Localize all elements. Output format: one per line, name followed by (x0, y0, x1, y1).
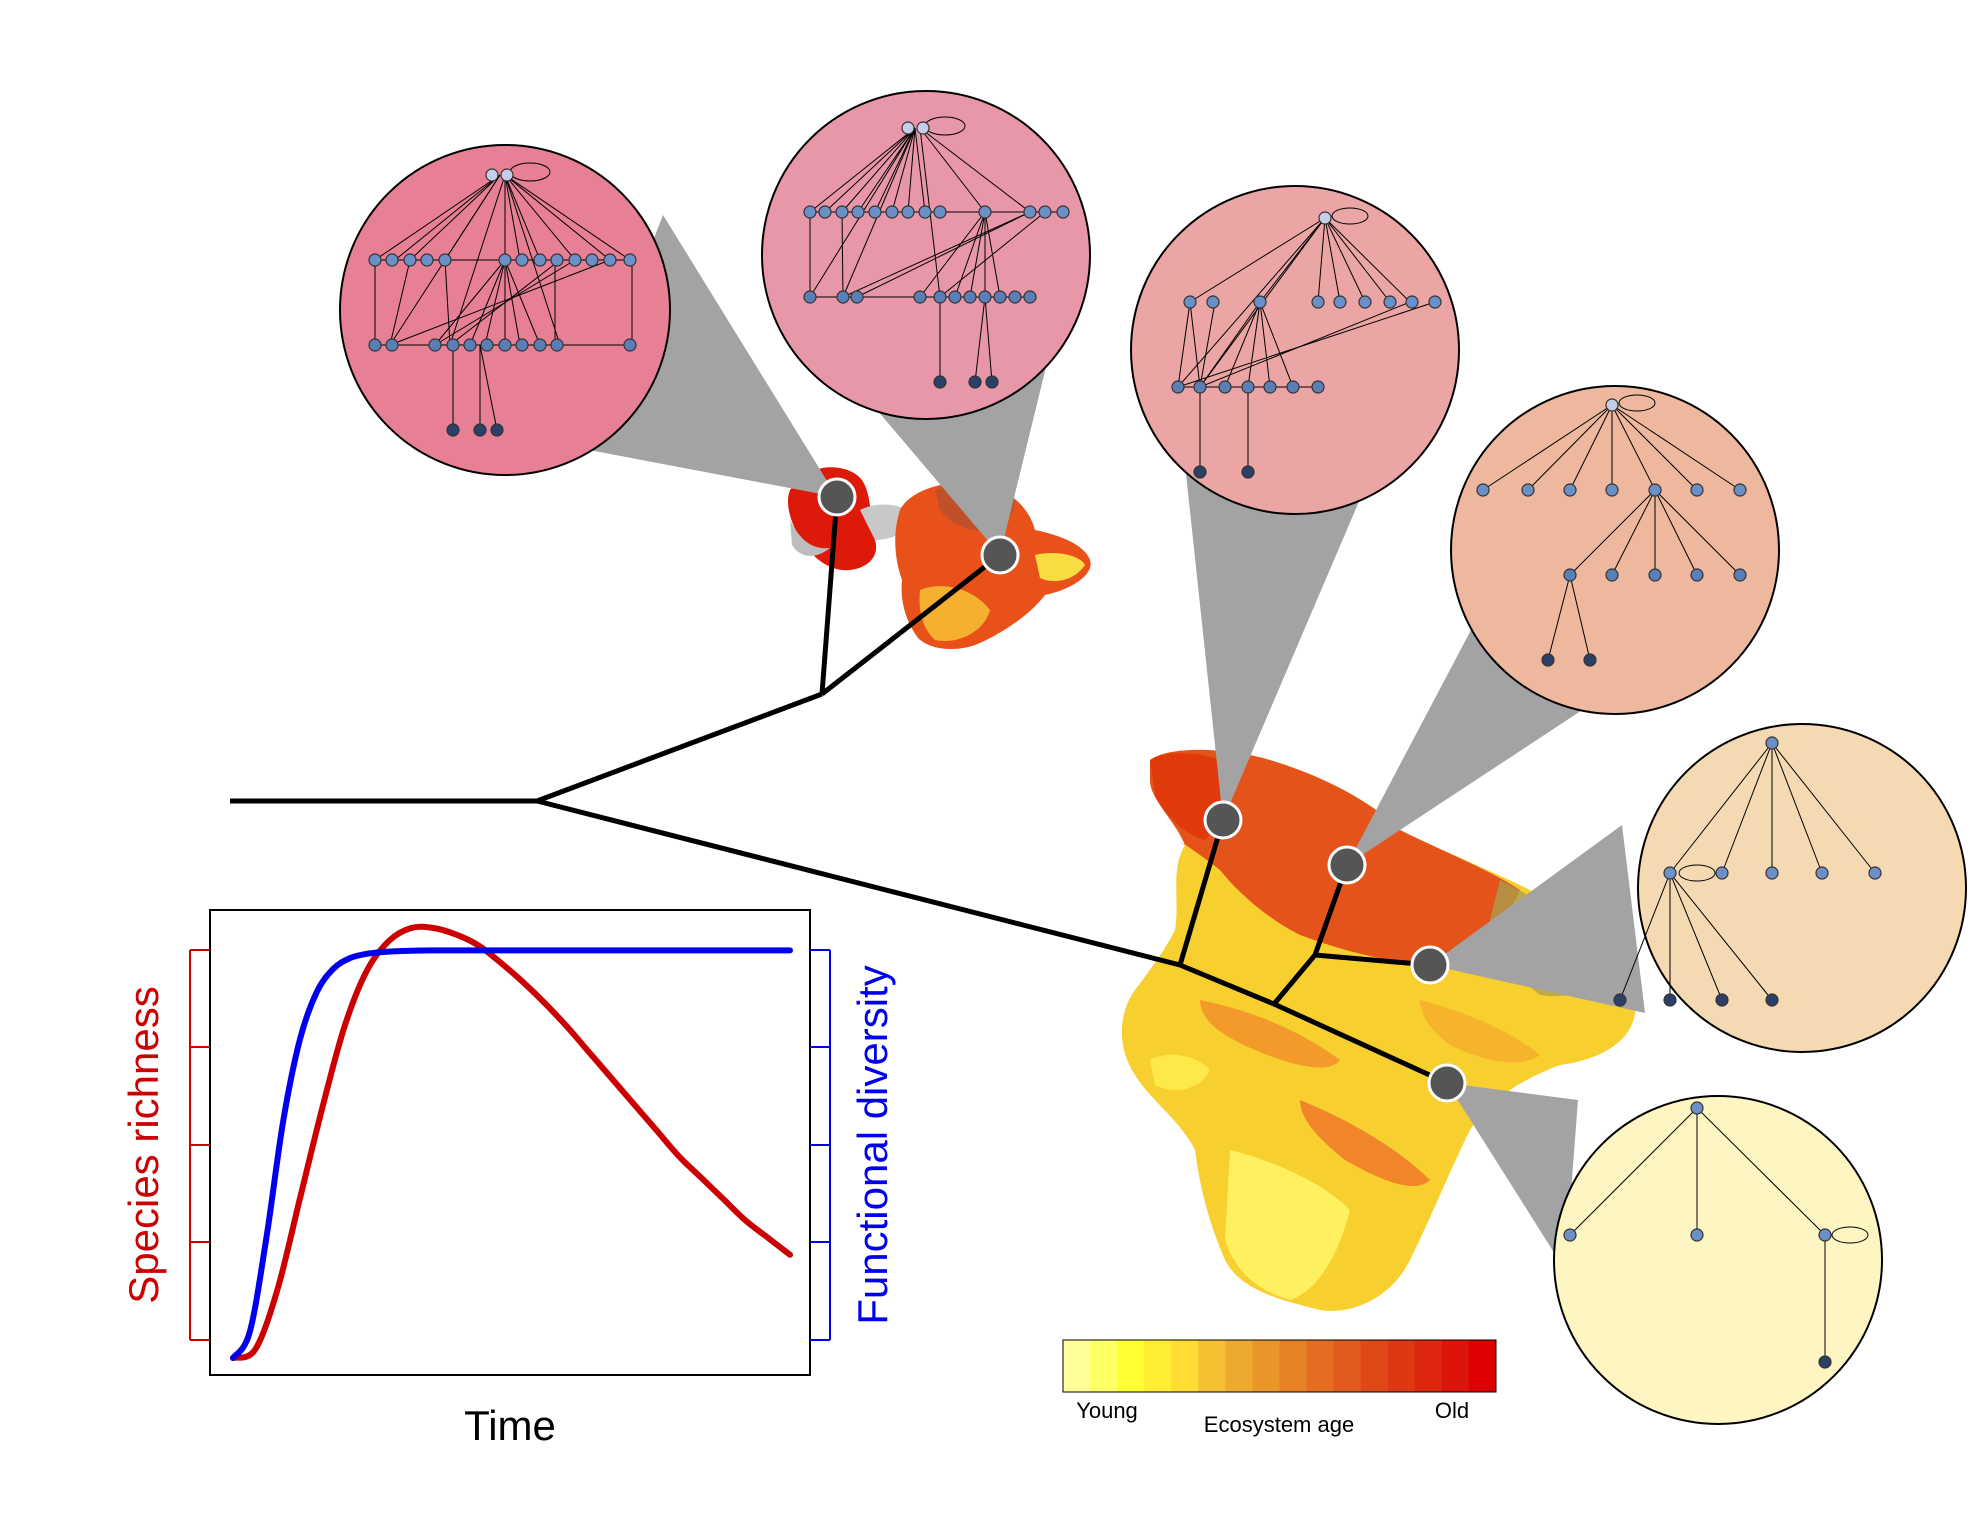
colorbar-swatch (1225, 1340, 1253, 1392)
tree-node-3 (1203, 800, 1243, 840)
web-nodes-1 (368, 168, 637, 437)
phylogenetic-tree (230, 496, 1449, 1086)
web-circle-3 (1130, 185, 1460, 515)
left-axis (189, 949, 210, 1341)
food-web-5 (1613, 723, 1967, 1053)
colorbar-swatch (1387, 1340, 1416, 1392)
web-links-3 (1177, 207, 1436, 472)
web-nodes-3 (1171, 211, 1442, 479)
tree-upper-branch (536, 691, 823, 804)
species-richness-line (230, 923, 793, 1361)
tree-node-5 (1410, 945, 1450, 985)
colorbar-swatch (1117, 1340, 1145, 1392)
tree-node-1 (817, 477, 857, 517)
big-island-streak2 (1300, 1100, 1430, 1187)
colorbar-high-label: Old (1435, 1398, 1469, 1423)
colorbar-swatch (1252, 1340, 1280, 1392)
colorbar-low-label: Young (1076, 1398, 1138, 1423)
tree-lower-c (1272, 1001, 1449, 1086)
colorbar-swatch (1279, 1340, 1308, 1392)
tree-upper-left (819, 496, 840, 695)
web-nodes-6 (1563, 1101, 1832, 1369)
chart-xlabel: Time (464, 1402, 556, 1449)
food-web-4 (1450, 385, 1780, 715)
colorbar-swatches (1063, 1340, 1497, 1392)
food-web-2 (761, 90, 1091, 420)
colorbar-swatch (1414, 1340, 1443, 1392)
food-web-1 (339, 144, 671, 476)
right-axis-ticks (810, 949, 830, 1341)
tree-node-2 (980, 535, 1020, 575)
island-east-yellow (919, 586, 990, 641)
web-nodes-2 (803, 121, 1070, 389)
cone-3 (1184, 455, 1366, 820)
diversity-chart: Species richness Functional diversity Ti… (120, 909, 896, 1449)
tree-lower-d (1272, 953, 1317, 1006)
web-circle-4 (1450, 385, 1780, 715)
tree-lower-branch (536, 798, 1181, 968)
functional-diversity-line (230, 947, 793, 1361)
ecosystem-age-colorbar: Young Ecosystem age Old (1062, 1339, 1497, 1437)
chart-ylabel-right: Functional diversity (849, 965, 896, 1324)
tree-nodes (817, 477, 1467, 1103)
chart-plot-frame (209, 909, 811, 1376)
food-web-6 (1553, 1095, 1883, 1425)
colorbar-swatch (1144, 1340, 1172, 1392)
colorbar-swatch (1198, 1340, 1226, 1392)
web-circle-2 (761, 90, 1091, 420)
big-island-south-light (1225, 1150, 1350, 1300)
colorbar-swatch (1306, 1340, 1335, 1392)
big-island-streak1 (1200, 1000, 1340, 1068)
colorbar-swatch (1171, 1340, 1199, 1392)
chart-series (230, 923, 793, 1361)
food-webs (339, 90, 1967, 1425)
chart-ylabel-left: Species richness (120, 986, 167, 1303)
colorbar-title: Ecosystem age (1204, 1412, 1354, 1437)
island-east-yellow2 (1035, 553, 1085, 582)
tree-lower-b (1179, 962, 1275, 1007)
web-circle-5 (1637, 723, 1967, 1053)
colorbar-frame (1062, 1339, 1497, 1393)
right-axis (810, 949, 831, 1341)
island-west-gray (790, 520, 830, 556)
colorbar-swatch (1360, 1340, 1389, 1392)
web-nodes-4 (1476, 398, 1747, 667)
web-circle-6 (1553, 1095, 1883, 1425)
colorbar-swatch (1441, 1340, 1470, 1392)
colorbar-swatch (1090, 1340, 1118, 1392)
colorbar-swatch (1333, 1340, 1362, 1392)
big-island-streak4 (1150, 1054, 1210, 1090)
tree-lower-a (1177, 819, 1226, 966)
left-axis-ticks (190, 949, 210, 1341)
colorbar-swatch (1063, 1340, 1091, 1392)
cone-6 (1447, 1083, 1578, 1270)
tree-upper-right (820, 553, 1002, 696)
tree-node-4 (1327, 845, 1367, 885)
web-nodes-5 (1613, 736, 1882, 1007)
web-links-4 (1482, 394, 1741, 661)
colorbar-swatch (1468, 1340, 1497, 1392)
web-links-5 (1619, 742, 1876, 1001)
cone-5 (1430, 825, 1645, 1013)
big-island-streak3 (1420, 1000, 1540, 1063)
web-links-6 (1569, 1107, 1869, 1362)
tree-node-6 (1427, 1063, 1467, 1103)
food-web-3 (1130, 185, 1460, 515)
